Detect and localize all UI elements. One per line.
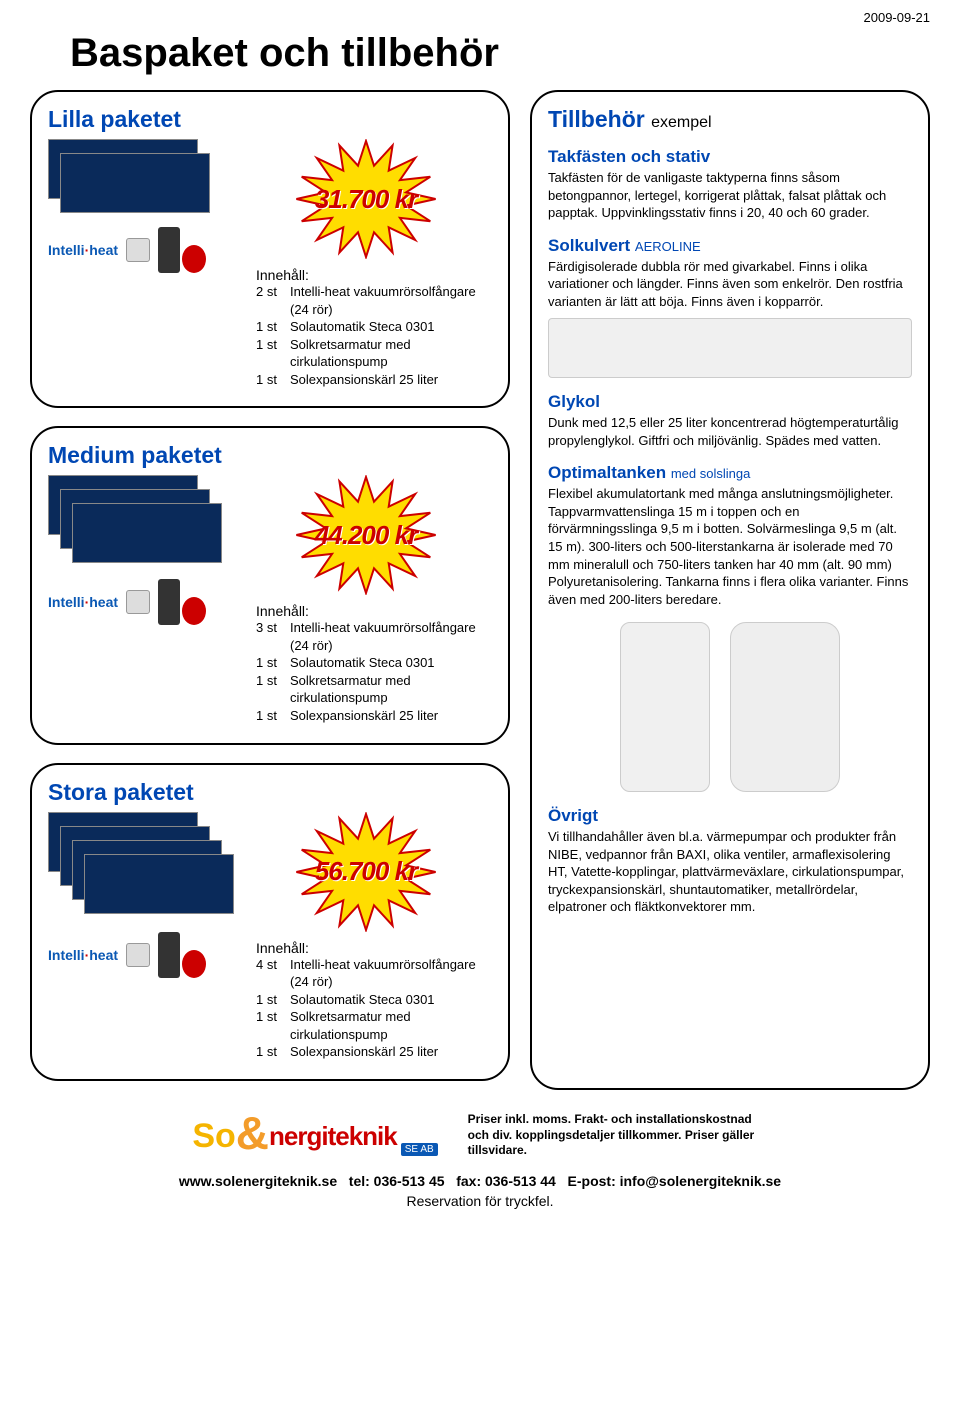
- section-text: Flexibel akumulatortank med många anslut…: [548, 485, 912, 608]
- contents-item: 1 st Solexpansionskärl 25 liter: [256, 371, 492, 389]
- footer-contact: www.solenergiteknik.se tel: 036-513 45 f…: [30, 1172, 930, 1211]
- item-qty: 3 st: [256, 619, 284, 654]
- item-desc: Solkretsarmatur med cirkulationspump: [290, 336, 492, 371]
- item-desc: Solexpansionskärl 25 liter: [290, 707, 438, 725]
- company-logo: So & nergiteknik SE AB: [192, 1112, 437, 1160]
- item-desc: Solautomatik Steca 0301: [290, 654, 435, 672]
- item-qty: 1 st: [256, 371, 284, 389]
- price-starburst: 56.700 kr: [286, 812, 446, 932]
- item-desc: Solautomatik Steca 0301: [290, 991, 435, 1009]
- contents-item: 2 stIntelli-heat vakuumrörsolfångare (24…: [256, 283, 492, 318]
- controller-icon: [126, 943, 150, 967]
- package-card: Lilla paketet Intelli·heat 31.700 kr Inneh…: [30, 90, 510, 408]
- section-text: Dunk med 12,5 eller 25 liter koncentrera…: [548, 414, 912, 449]
- item-qty: 2 st: [256, 283, 284, 318]
- solar-panels-icon: [48, 475, 248, 567]
- tank-image: [620, 622, 710, 792]
- contents-item: 1 st Solexpansionskärl 25 liter: [256, 1043, 492, 1061]
- document-date: 2009-09-21: [30, 10, 930, 25]
- solkulvert-image: [548, 318, 912, 378]
- section-heading: Takfästen och stativ: [548, 147, 912, 167]
- brand-text: Intelli·heat: [48, 242, 118, 258]
- item-desc: Solkretsarmatur med cirkulationspump: [290, 672, 492, 707]
- brand-row: Intelli·heat: [48, 227, 248, 273]
- contents-label: Innehåll:: [256, 603, 492, 619]
- contents-label: Innehåll:: [256, 940, 492, 956]
- controller-icon: [126, 590, 150, 614]
- package-image-col: Intelli·heat: [48, 812, 248, 978]
- item-qty: 1 st: [256, 336, 284, 371]
- package-price: 31.700 kr: [315, 184, 417, 215]
- contents-item: 1 st Solexpansionskärl 25 liter: [256, 707, 492, 725]
- controller-icon: [126, 238, 150, 262]
- pump-icon: [158, 579, 206, 625]
- item-qty: 1 st: [256, 707, 284, 725]
- main-layout: Lilla paketet Intelli·heat 31.700 kr Inneh…: [30, 90, 930, 1090]
- page-title: Baspaket och tillbehör: [70, 31, 930, 76]
- brand-row: Intelli·heat: [48, 579, 248, 625]
- pump-icon: [158, 932, 206, 978]
- package-title: Lilla paketet: [48, 106, 492, 133]
- item-qty: 1 st: [256, 1043, 284, 1061]
- contents-item: 1 stSolkretsarmatur med cirkulationspump: [256, 1008, 492, 1043]
- accessories-title: Tillbehör exempel: [548, 106, 912, 133]
- price-starburst: 44.200 kr: [286, 475, 446, 595]
- item-desc: Solkretsarmatur med cirkulationspump: [290, 1008, 492, 1043]
- packages-column: Lilla paketet Intelli·heat 31.700 kr Inneh…: [30, 90, 510, 1090]
- item-qty: 1 st: [256, 991, 284, 1009]
- contents-label: Innehåll:: [256, 267, 492, 283]
- package-price: 56.700 kr: [315, 856, 417, 887]
- contents-list: 2 stIntelli-heat vakuumrörsolfångare (24…: [256, 283, 492, 388]
- package-image-col: Intelli·heat: [48, 139, 248, 273]
- item-desc: Intelli-heat vakuumrörsolfångare (24 rör…: [290, 283, 492, 318]
- contents-item: 1 st Solautomatik Steca 0301: [256, 991, 492, 1009]
- section-text: Vi tillhandahåller även bl.a. värmepumpa…: [548, 828, 912, 916]
- solar-panels-icon: [48, 812, 248, 920]
- item-desc: Solexpansionskärl 25 liter: [290, 1043, 438, 1061]
- item-desc: Intelli-heat vakuumrörsolfångare (24 rör…: [290, 619, 492, 654]
- item-qty: 4 st: [256, 956, 284, 991]
- brand-text: Intelli·heat: [48, 594, 118, 610]
- package-card: Medium paketet Intelli·heat 44.200 kr Inne…: [30, 426, 510, 744]
- package-title: Stora paketet: [48, 779, 492, 806]
- footer-price-note: Priser inkl. moms. Frakt- och installati…: [468, 1112, 768, 1159]
- section-heading: Övrigt: [548, 806, 912, 826]
- package-title: Medium paketet: [48, 442, 492, 469]
- item-qty: 1 st: [256, 1008, 284, 1043]
- item-desc: Solautomatik Steca 0301: [290, 318, 435, 336]
- contents-list: 4 stIntelli-heat vakuumrörsolfångare (24…: [256, 956, 492, 1061]
- item-desc: Solexpansionskärl 25 liter: [290, 371, 438, 389]
- brand-row: Intelli·heat: [48, 932, 248, 978]
- contents-item: 4 stIntelli-heat vakuumrörsolfångare (24…: [256, 956, 492, 991]
- solar-panels-icon: [48, 139, 248, 215]
- section-heading: Solkulvert AEROLINE: [548, 236, 912, 256]
- contents-item: 3 stIntelli-heat vakuumrörsolfångare (24…: [256, 619, 492, 654]
- package-image-col: Intelli·heat: [48, 475, 248, 625]
- contents-list: 3 stIntelli-heat vakuumrörsolfångare (24…: [256, 619, 492, 724]
- contents-item: 1 stSolkretsarmatur med cirkulationspump: [256, 672, 492, 707]
- footer-row: So & nergiteknik SE AB Priser inkl. moms…: [30, 1112, 930, 1160]
- brand-text: Intelli·heat: [48, 947, 118, 963]
- section-heading: Glykol: [548, 392, 912, 412]
- contents-item: 1 st Solautomatik Steca 0301: [256, 318, 492, 336]
- tank-images-row: [548, 622, 912, 792]
- price-starburst: 31.700 kr: [286, 139, 446, 259]
- accessories-card: Tillbehör exempel Takfästen och stativTa…: [530, 90, 930, 1090]
- section-text: Färdigisolerade dubbla rör med givarkabe…: [548, 258, 912, 311]
- section-text: Takfästen för de vanligaste taktyperna f…: [548, 169, 912, 222]
- tank-image: [730, 622, 840, 792]
- accessories-column: Tillbehör exempel Takfästen och stativTa…: [530, 90, 930, 1090]
- contents-item: 1 st Solautomatik Steca 0301: [256, 654, 492, 672]
- item-desc: Intelli-heat vakuumrörsolfångare (24 rör…: [290, 956, 492, 991]
- pump-icon: [158, 227, 206, 273]
- package-price: 44.200 kr: [315, 520, 417, 551]
- item-qty: 1 st: [256, 654, 284, 672]
- item-qty: 1 st: [256, 672, 284, 707]
- package-card: Stora paketet Intelli·heat 56.700 kr Inneh…: [30, 763, 510, 1081]
- contents-item: 1 stSolkretsarmatur med cirkulationspump: [256, 336, 492, 371]
- section-heading: Optimaltanken med solslinga: [548, 463, 912, 483]
- item-qty: 1 st: [256, 318, 284, 336]
